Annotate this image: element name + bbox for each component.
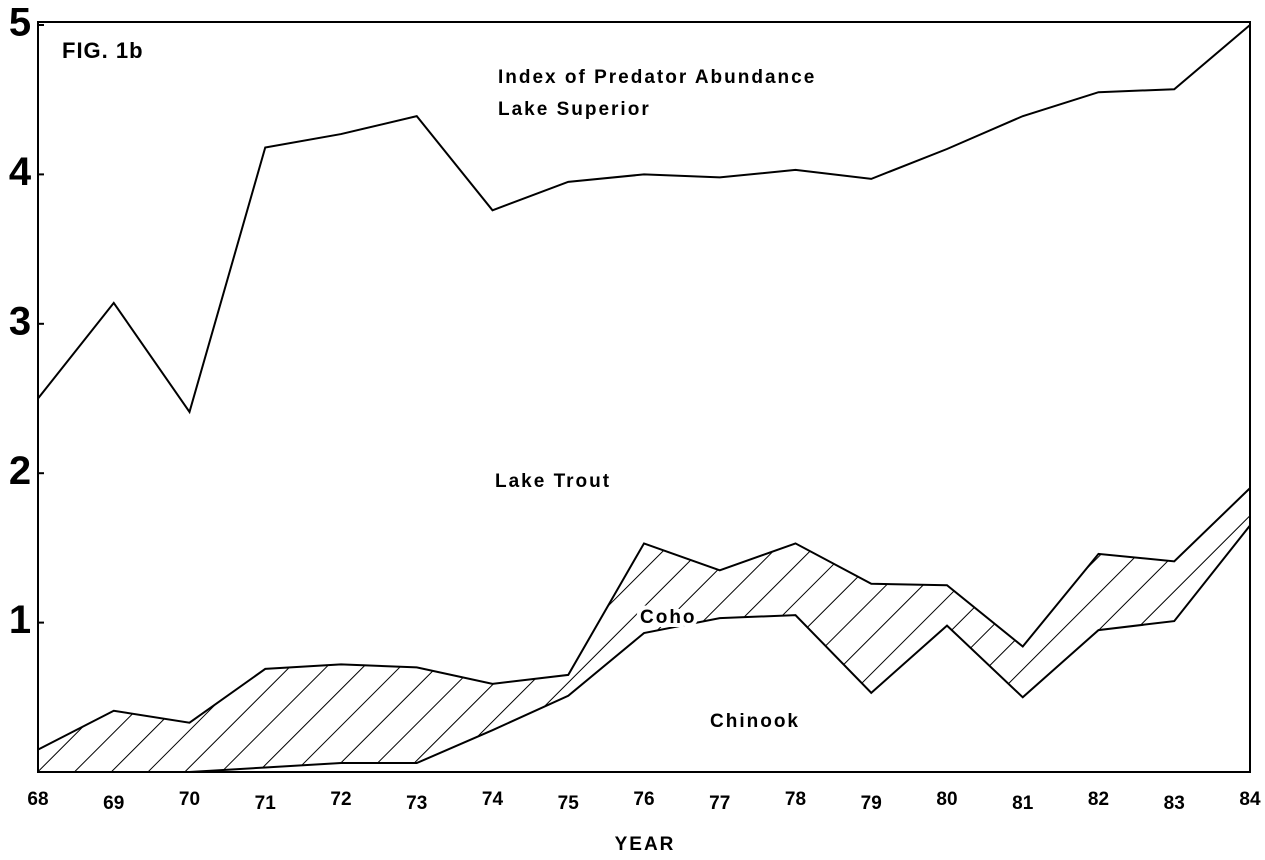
series-label: Coho [640,607,697,628]
x-tick-label: 83 [1164,793,1185,814]
y-tick-label: 1 [9,598,31,642]
area [38,488,1250,772]
y-tick-label: 5 [9,1,31,45]
x-tick-label: 79 [861,793,882,814]
x-tick-label: 81 [1012,793,1034,814]
x-tick-label: 80 [936,789,957,810]
chart-title: Index of Predator Abundance [498,67,816,88]
plot-frame [37,21,1251,773]
y-tick-label: 2 [9,449,31,493]
series-label: Lake Trout [495,471,611,492]
y-tick-label: 4 [9,150,32,194]
x-tick-label: 69 [103,793,124,814]
x-tick-label: 70 [179,789,200,810]
chart-subtitle: Lake Superior [498,99,651,120]
series-line [37,487,1251,751]
x-tick-label: 77 [709,793,730,814]
x-tick-label: 73 [406,793,427,814]
x-axis-label: YEAR [615,834,676,855]
x-tick-label: 68 [27,789,48,810]
x-tick-label: 75 [558,793,580,814]
series-line [37,24,1251,415]
x-tick-label: 84 [1239,789,1261,810]
x-tick-label: 74 [482,789,504,810]
x-tick-label: 76 [633,789,654,810]
figure-label: FIG. 1b [62,38,144,63]
series-label: Chinook [710,711,800,732]
x-tick-label: 82 [1088,789,1109,810]
x-tick-label: 71 [255,793,277,814]
x-tick-label: 78 [785,789,806,810]
y-tick-label: 3 [9,299,31,343]
x-tick-label: 72 [330,789,351,810]
